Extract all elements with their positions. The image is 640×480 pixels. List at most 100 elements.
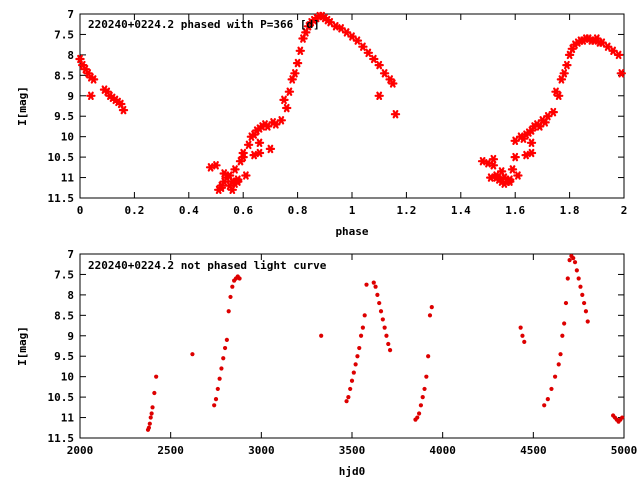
phased-data-point <box>543 112 553 121</box>
phased-y-axis-label: I[mag] <box>16 86 29 126</box>
phased-data-point <box>279 95 289 105</box>
phased-data-point <box>521 150 531 160</box>
unphased-data-point <box>585 319 590 324</box>
unphased-data-point <box>353 362 358 367</box>
unphased-y-tick-label: 9.5 <box>54 350 74 363</box>
unphased-data-point <box>149 411 154 416</box>
phased-data-point <box>369 54 379 64</box>
phased-data-point <box>513 171 523 180</box>
unphased-data-point <box>355 354 360 359</box>
phased-data-point <box>496 167 507 176</box>
phased-x-tick-label: 1.6 <box>505 204 525 217</box>
unphased-x-axis-label: hjd0 <box>339 465 366 478</box>
phased-data-point <box>219 169 229 178</box>
unphased-data-point <box>572 260 578 265</box>
unphased-x-tick-label: 2000 <box>67 444 94 457</box>
unphased-y-tick-label: 11 <box>61 412 75 425</box>
unphased-data-point <box>349 378 355 383</box>
unphased-data-point <box>424 374 429 379</box>
unphased-data-point <box>147 421 152 426</box>
phased-data-point <box>276 116 286 125</box>
unphased-data-point <box>567 258 572 263</box>
phased-data-point <box>526 138 537 147</box>
phased-data-point <box>230 165 240 174</box>
phased-data-point <box>562 60 572 70</box>
phased-data-point <box>88 75 99 84</box>
unphased-data-point <box>215 386 220 392</box>
phased-data-point <box>548 107 558 117</box>
phased-data-point <box>379 69 390 78</box>
phased-data-point <box>363 48 373 58</box>
phased-data-point <box>488 161 499 170</box>
phased-x-tick-label: 0 <box>77 204 84 217</box>
phased-data-point <box>282 103 292 113</box>
unphased-x-tick-label: 4000 <box>429 444 456 457</box>
unphased-data-point <box>357 345 362 351</box>
phased-data-point <box>118 105 129 115</box>
phased-data-point <box>287 75 297 84</box>
unphased-data-point <box>563 300 569 306</box>
unphased-data-point <box>190 352 195 357</box>
phased-data-point <box>249 150 259 160</box>
phased-data-point <box>559 69 569 78</box>
unphased-y-tick-label: 7 <box>67 248 74 261</box>
unphased-data-point <box>217 376 222 381</box>
phased-y-tick-label: 8.5 <box>54 69 74 82</box>
unphased-data-point <box>416 411 422 416</box>
unphased-x-tick-label: 3500 <box>339 444 366 457</box>
unphased-data-point <box>426 354 431 359</box>
unphased-data-point <box>230 284 235 289</box>
phased-data-point <box>347 32 357 41</box>
phased-x-tick-label: 0.2 <box>124 204 144 217</box>
unphased-data-point <box>148 415 153 420</box>
unphased-data-point <box>520 333 525 338</box>
unphased-data-point <box>549 386 554 392</box>
unphased-data-point <box>377 300 382 306</box>
unphased-data-point <box>545 397 550 402</box>
phased-y-tick-label: 10.5 <box>48 151 75 164</box>
phased-data-point <box>227 185 237 194</box>
phased-x-axis-label: phase <box>335 225 368 238</box>
phased-plot-title: 220240+0224.2 phased with P=366 [d] <box>88 18 320 31</box>
phased-data-point <box>390 110 401 119</box>
phased-x-tick-label: 1.8 <box>560 204 580 217</box>
unphased-y-tick-label: 7.5 <box>54 268 74 281</box>
unphased-data-point <box>552 374 558 379</box>
unphased-data-point <box>219 366 224 371</box>
unphased-data-point <box>583 309 589 314</box>
unphased-data-point <box>582 300 587 306</box>
unphased-data-point <box>518 325 523 330</box>
phased-x-tick-label: 1.2 <box>396 204 416 217</box>
unphased-data-point <box>221 356 226 361</box>
unphased-data-point <box>420 395 425 400</box>
phased-data-point <box>290 69 300 78</box>
phased-data-point <box>233 177 243 186</box>
unphased-data-point <box>422 386 427 392</box>
phased-y-tick-label: 8 <box>67 49 74 62</box>
unphased-data-point <box>346 395 351 400</box>
phased-data-point <box>268 118 278 127</box>
phased-data-point <box>241 171 251 180</box>
phased-data-point <box>295 46 305 55</box>
phased-data-point <box>352 36 363 45</box>
unphased-data-point <box>213 397 219 402</box>
unphased-data-point <box>387 347 393 353</box>
phased-data-point <box>265 144 276 154</box>
unphased-data-point <box>620 415 625 420</box>
unphased-data-point <box>222 345 228 351</box>
phased-data-point <box>298 34 308 43</box>
unphased-y-tick-label: 8 <box>67 289 74 302</box>
unphased-y-tick-label: 11.5 <box>48 432 75 445</box>
phased-data-point <box>284 87 295 96</box>
unphased-data-point <box>364 282 369 287</box>
unphased-x-tick-label: 3000 <box>248 444 275 457</box>
unphased-data-points <box>145 253 625 432</box>
phased-data-point <box>292 58 303 68</box>
phased-data-point <box>388 79 398 88</box>
unphased-y-tick-label: 10 <box>61 371 74 384</box>
phased-data-point <box>540 118 550 127</box>
unphased-data-point <box>418 403 424 408</box>
unphased-data-point <box>580 292 585 297</box>
phased-light-curve-panel: 0 0.2 0.4 0.6 0.8 1 1.2 1.4 1.6 1.8 2 7 7.5 8 8.5 9 9.5 1… <box>16 8 627 238</box>
unphased-data-point <box>562 321 567 326</box>
